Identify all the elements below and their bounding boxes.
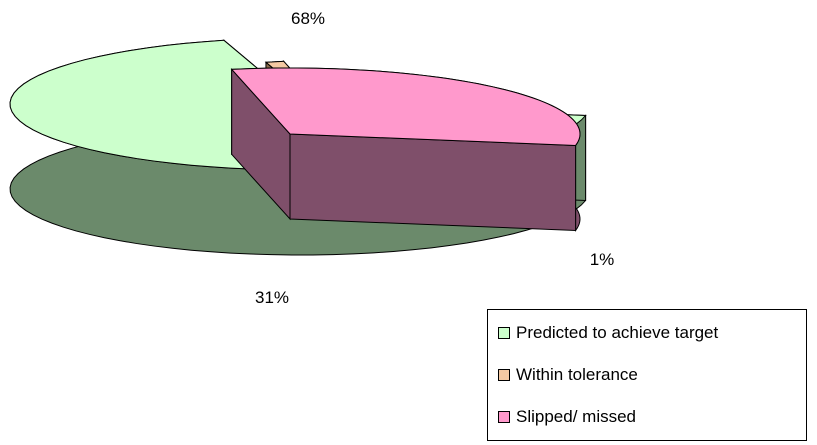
legend-swatch-slipped bbox=[498, 411, 510, 423]
legend-label-slipped: Slipped/ missed bbox=[516, 407, 637, 426]
data-label-predicted: 68% bbox=[291, 9, 325, 28]
legend-swatch-tolerance bbox=[498, 369, 510, 381]
legend: Predicted to achieve target Within toler… bbox=[487, 309, 807, 441]
pie-slice-slipped bbox=[230, 67, 581, 233]
legend-item-slipped: Slipped/ missed bbox=[498, 404, 636, 430]
pie-top-slipped bbox=[230, 67, 581, 146]
legend-item-tolerance: Within tolerance bbox=[498, 362, 638, 388]
legend-item-predicted: Predicted to achieve target bbox=[498, 320, 718, 346]
legend-label-predicted: Predicted to achieve target bbox=[516, 323, 719, 342]
legend-label-tolerance: Within tolerance bbox=[516, 365, 638, 384]
data-label-slipped: 31% bbox=[255, 288, 289, 307]
legend-swatch-predicted bbox=[498, 327, 510, 339]
pie-cut-slipped-1 bbox=[289, 133, 577, 231]
data-label-tolerance: 1% bbox=[590, 250, 615, 269]
